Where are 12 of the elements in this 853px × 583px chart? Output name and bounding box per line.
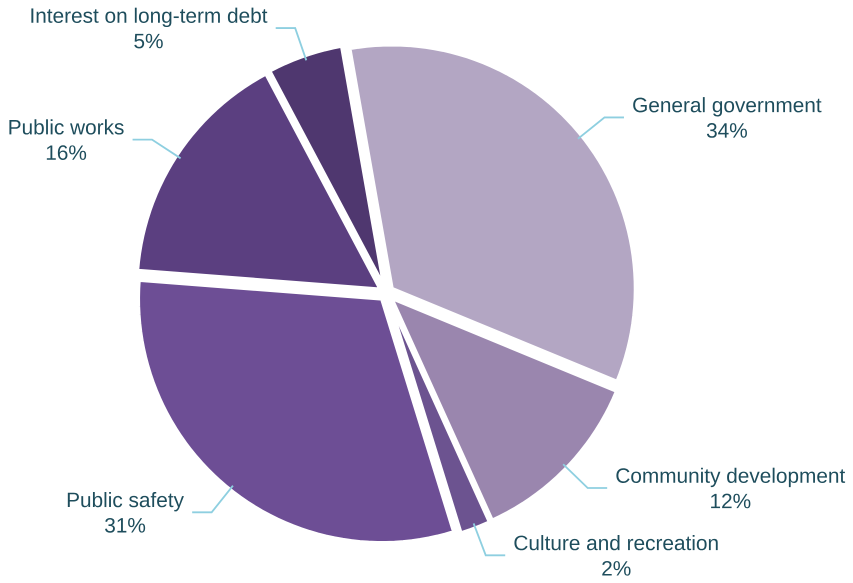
data-label: 16%	[46, 145, 86, 160]
slice-label: Public works	[9, 119, 124, 134]
data-label: 5%	[134, 34, 163, 48]
slice-label: Culture and recreation	[514, 534, 718, 550]
slice-label: General government	[633, 96, 822, 116]
data-label: 2%	[602, 560, 631, 576]
data-label: 34%	[706, 122, 747, 138]
data-label: 31%	[105, 518, 146, 533]
slice-label: Public safety	[68, 492, 184, 512]
slice-label: Community development	[616, 468, 846, 487]
slice-label: Interest on long-term debt	[31, 8, 268, 27]
data-label: 12%	[711, 493, 750, 508]
